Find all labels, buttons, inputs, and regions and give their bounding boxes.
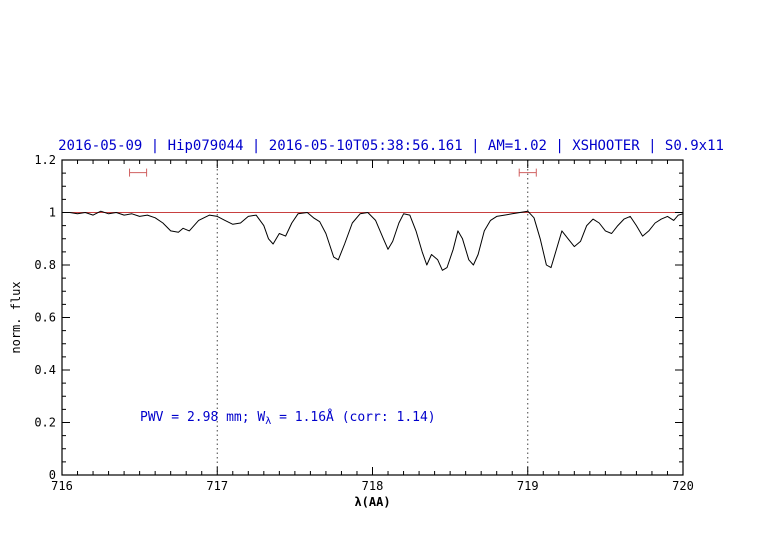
pwv-annotation-lambda-subscript: λ (265, 416, 272, 427)
y-tick-label: 1.2 (34, 153, 56, 167)
band-marker (518, 168, 537, 177)
x-axis-label: λ(AA) (354, 495, 390, 509)
band-marker (129, 168, 148, 177)
y-tick-label: 0.2 (34, 416, 56, 430)
y-tick-label: 0 (49, 468, 56, 482)
y-tick-label: 0.8 (34, 258, 56, 272)
x-tick-label: 719 (517, 479, 539, 493)
y-tick-label: 1 (49, 206, 56, 220)
plot-frame (61, 159, 684, 476)
plot-title: 2016-05-09 | Hip079044 | 2016-05-10T05:3… (58, 138, 724, 154)
pwv-annotation-pre: PWV = 2.98 mm; W (140, 410, 266, 425)
x-tick-label: 720 (672, 479, 694, 493)
spectrum-line (62, 210, 684, 271)
y-axis-label: norm. flux (9, 281, 23, 353)
y-tick-label: 0.6 (34, 311, 56, 325)
x-tick-label: 718 (362, 479, 384, 493)
x-tick-label: 717 (206, 479, 228, 493)
y-tick-label: 0.4 (34, 363, 56, 377)
x-tick-label: 716 (51, 479, 73, 493)
pwv-annotation: PWV = 2.98 mm; Wλ = 1.16Å (corr: 1.14) (140, 410, 436, 427)
pwv-annotation-post: = 1.16Å (corr: 1.14) (271, 410, 436, 425)
